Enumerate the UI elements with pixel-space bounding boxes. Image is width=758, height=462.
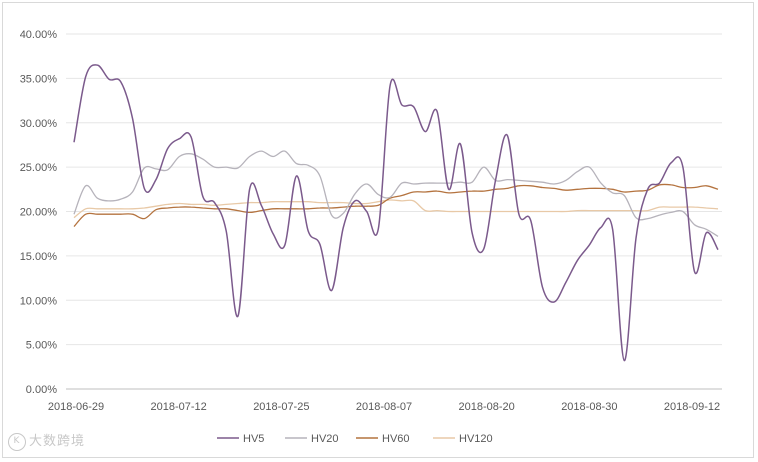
x-tick-label: 2018-07-12 bbox=[151, 401, 207, 413]
y-tick-label: 0.00% bbox=[26, 384, 57, 396]
y-tick-label: 25.00% bbox=[20, 162, 58, 174]
y-axis-tick-labels: 0.00% 5.00% 10.00% 15.00% 20.00% 25.00% 30.00%… bbox=[20, 29, 58, 396]
legend-label-hv5: HV5 bbox=[243, 433, 264, 445]
x-tick-label: 2018-07-25 bbox=[253, 401, 309, 413]
gridlines bbox=[66, 33, 722, 390]
legend-label-hv60: HV60 bbox=[382, 433, 410, 445]
legend-label-hv20: HV20 bbox=[311, 433, 339, 445]
x-tick-label: 2018-08-07 bbox=[356, 401, 412, 413]
x-tick-label: 2018-09-12 bbox=[664, 401, 720, 413]
watermark-text: 大数跨境 bbox=[29, 434, 86, 449]
x-tick-label: 2018-08-30 bbox=[561, 401, 617, 413]
y-tick-label: 40.00% bbox=[20, 29, 58, 41]
y-tick-label: 20.00% bbox=[20, 207, 58, 219]
series-lines bbox=[73, 64, 719, 362]
series-line-hv120 bbox=[73, 199, 719, 219]
x-axis-tick-labels: 2018-06-29 2018-07-12 2018-07-25 2018-08-07… bbox=[48, 401, 720, 413]
y-tick-label: 15.00% bbox=[20, 251, 58, 263]
x-tick-label: 2018-06-29 bbox=[48, 401, 104, 413]
series-line-hv5 bbox=[73, 64, 719, 362]
watermark: K 大数跨境 bbox=[8, 430, 85, 451]
legend: HV5 HV20 HV60 HV120 bbox=[217, 433, 493, 445]
series-line-hv20 bbox=[73, 150, 719, 237]
y-tick-label: 10.00% bbox=[20, 295, 58, 307]
y-tick-label: 5.00% bbox=[26, 340, 57, 352]
legend-label-hv120: HV120 bbox=[459, 433, 493, 445]
series-line-hv60 bbox=[73, 183, 719, 228]
watermark-logo-icon: K bbox=[8, 432, 26, 451]
y-tick-label: 35.00% bbox=[20, 73, 58, 85]
x-tick-label: 2018-08-20 bbox=[459, 401, 515, 413]
y-tick-label: 30.00% bbox=[20, 118, 58, 130]
